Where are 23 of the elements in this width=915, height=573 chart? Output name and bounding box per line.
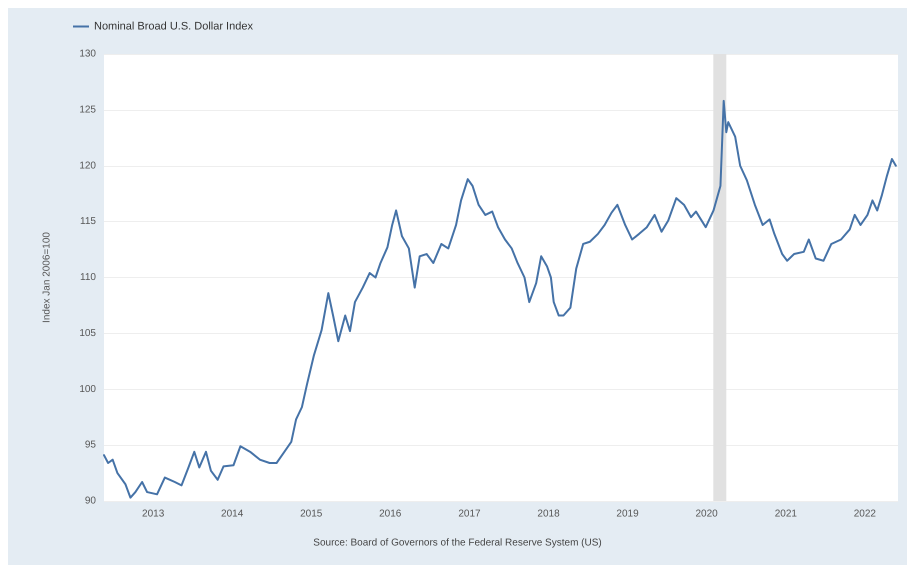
- y-tick-label: 125: [79, 104, 96, 116]
- x-tick-label: 2018: [537, 508, 560, 520]
- x-tick-label: 2021: [774, 508, 798, 520]
- x-tick-label: 2016: [379, 508, 402, 520]
- y-tick-label: 100: [79, 384, 96, 395]
- y-tick-label: 95: [84, 440, 96, 451]
- x-tick-label: 2017: [458, 508, 482, 520]
- y-axis-title: Index Jan 2006=100: [42, 232, 52, 323]
- y-tick-label: 120: [79, 160, 96, 172]
- x-tick-label: 2013: [142, 508, 165, 520]
- x-tick-label: 2019: [616, 508, 640, 520]
- y-tick-label: 110: [80, 272, 96, 283]
- y-tick-label: 130: [79, 48, 96, 60]
- x-tick-label: 2020: [695, 508, 718, 520]
- y-tick-label: 105: [79, 328, 96, 339]
- x-tick-label: 2014: [221, 508, 244, 520]
- x-tick-label: 2015: [300, 508, 323, 520]
- source-note: Source: Board of Governors of the Federal Reserve System (US): [313, 538, 602, 548]
- y-tick-label: 115: [80, 216, 96, 228]
- x-tick-label: 2022: [854, 508, 876, 520]
- legend-label: Nominal Broad U.S. Dollar Index: [94, 20, 254, 32]
- y-tick-label: 90: [84, 496, 96, 506]
- line-series: [103, 100, 897, 499]
